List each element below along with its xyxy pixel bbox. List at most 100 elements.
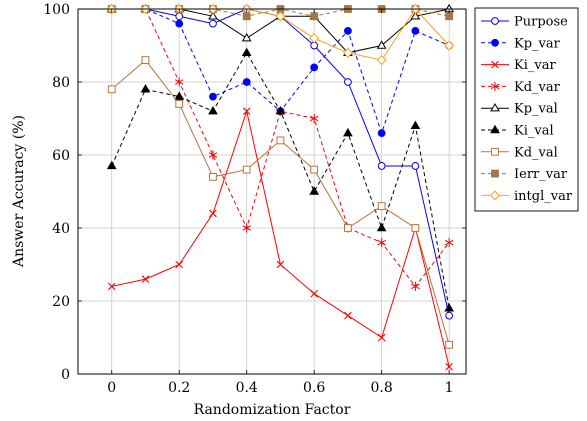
data-point xyxy=(209,19,217,28)
series-kd-var xyxy=(107,4,454,291)
data-point xyxy=(175,260,184,269)
data-point xyxy=(444,40,455,51)
plot-frame xyxy=(77,8,467,375)
data-point xyxy=(175,100,184,108)
legend-marker xyxy=(491,17,499,25)
data-point xyxy=(242,223,251,233)
y-tick-label: 0 xyxy=(61,367,70,383)
data-point xyxy=(276,260,285,269)
data-point xyxy=(411,27,420,35)
legend-entry: Kp_var xyxy=(481,36,561,51)
x-tick-label: 0.4 xyxy=(236,380,258,396)
legend-label: Ierr_var xyxy=(514,167,568,182)
legend-marker xyxy=(491,60,499,69)
data-point xyxy=(444,303,454,312)
data-point xyxy=(309,113,319,124)
legend-label: Kd_var xyxy=(514,80,561,95)
y-tick-label: 100 xyxy=(43,2,70,18)
x-tick-label: 0 xyxy=(107,380,116,396)
series-ki-var xyxy=(107,107,453,371)
legend-marker xyxy=(490,124,500,134)
data-point xyxy=(241,32,252,42)
y-axis-label: Answer Accuracy (%) xyxy=(11,115,27,268)
data-point xyxy=(344,311,352,320)
data-point xyxy=(411,281,420,291)
series-line xyxy=(111,51,450,309)
series-line xyxy=(111,8,450,316)
data-point xyxy=(410,120,421,130)
data-point xyxy=(445,340,454,349)
data-point xyxy=(310,63,319,72)
data-point xyxy=(411,162,420,170)
data-point xyxy=(208,150,218,160)
data-point xyxy=(140,84,151,93)
data-point xyxy=(344,224,352,232)
series-purpose xyxy=(107,5,454,320)
legend-marker xyxy=(491,147,499,156)
legend-label: Kp_val xyxy=(514,102,558,117)
data-point xyxy=(445,311,454,320)
legend-entry: Purpose xyxy=(481,15,568,30)
x-tick-label: 0.2 xyxy=(168,380,190,396)
data-point xyxy=(208,11,218,20)
data-point xyxy=(444,238,454,248)
data-point xyxy=(275,105,286,115)
legend-marker xyxy=(490,102,500,112)
data-point xyxy=(376,222,387,232)
data-point xyxy=(174,91,185,100)
y-tick-label: 60 xyxy=(52,148,70,164)
data-point xyxy=(141,275,150,283)
series-layer xyxy=(106,3,455,371)
legend-label: Ki_var xyxy=(514,58,556,73)
data-point xyxy=(174,77,184,87)
data-point xyxy=(344,27,352,35)
x-axis-label: Randomization Factor xyxy=(194,402,351,418)
x-tick-label: 0.8 xyxy=(371,380,393,396)
data-point xyxy=(141,56,150,65)
legend-entry: Ierr_var xyxy=(481,167,568,182)
series-line xyxy=(111,109,450,367)
data-point xyxy=(410,11,421,20)
data-point xyxy=(377,333,386,342)
data-point xyxy=(342,47,353,58)
legend-label: Purpose xyxy=(514,15,568,30)
data-point xyxy=(242,165,251,174)
data-point xyxy=(411,224,420,232)
data-point xyxy=(275,11,286,22)
data-point xyxy=(276,136,285,145)
legend-marker xyxy=(490,81,500,91)
data-point xyxy=(310,12,319,21)
data-point xyxy=(445,362,453,371)
data-point xyxy=(309,186,320,195)
data-point xyxy=(445,12,454,21)
x-tick-label: 0.6 xyxy=(303,380,325,396)
data-point xyxy=(209,209,217,218)
series-line xyxy=(111,8,450,288)
data-point xyxy=(209,92,217,101)
legend-label: Ki_val xyxy=(514,124,554,139)
data-point xyxy=(310,289,318,298)
data-point xyxy=(309,33,320,44)
data-point xyxy=(377,238,386,248)
data-point xyxy=(208,105,218,115)
data-point xyxy=(209,173,217,181)
legend-marker xyxy=(491,38,499,47)
legend-entry: Kp_val xyxy=(481,102,558,117)
data-point xyxy=(106,160,117,170)
data-point xyxy=(310,165,319,174)
y-tick-label: 80 xyxy=(52,75,70,91)
legend-entry: Ki_var xyxy=(481,58,556,73)
data-point xyxy=(107,282,116,291)
axis-ticks: 0 0.2 0.4 0.6 0.8 1 0 20 40 60 80 100 xyxy=(43,2,466,396)
data-point xyxy=(377,162,386,170)
data-point xyxy=(344,78,352,86)
series-intgl-var xyxy=(106,3,455,66)
data-point xyxy=(343,127,353,137)
x-tick-label: 1 xyxy=(445,380,454,396)
legend-entry: Ki_val xyxy=(481,124,554,139)
data-point xyxy=(376,40,387,49)
legend-label: Kp_var xyxy=(514,36,561,51)
legend: Purpose Kp_var Ki_var Kd_var Kp_val Ki_val Kd_… xyxy=(474,7,579,212)
series-kd-val xyxy=(107,56,454,349)
